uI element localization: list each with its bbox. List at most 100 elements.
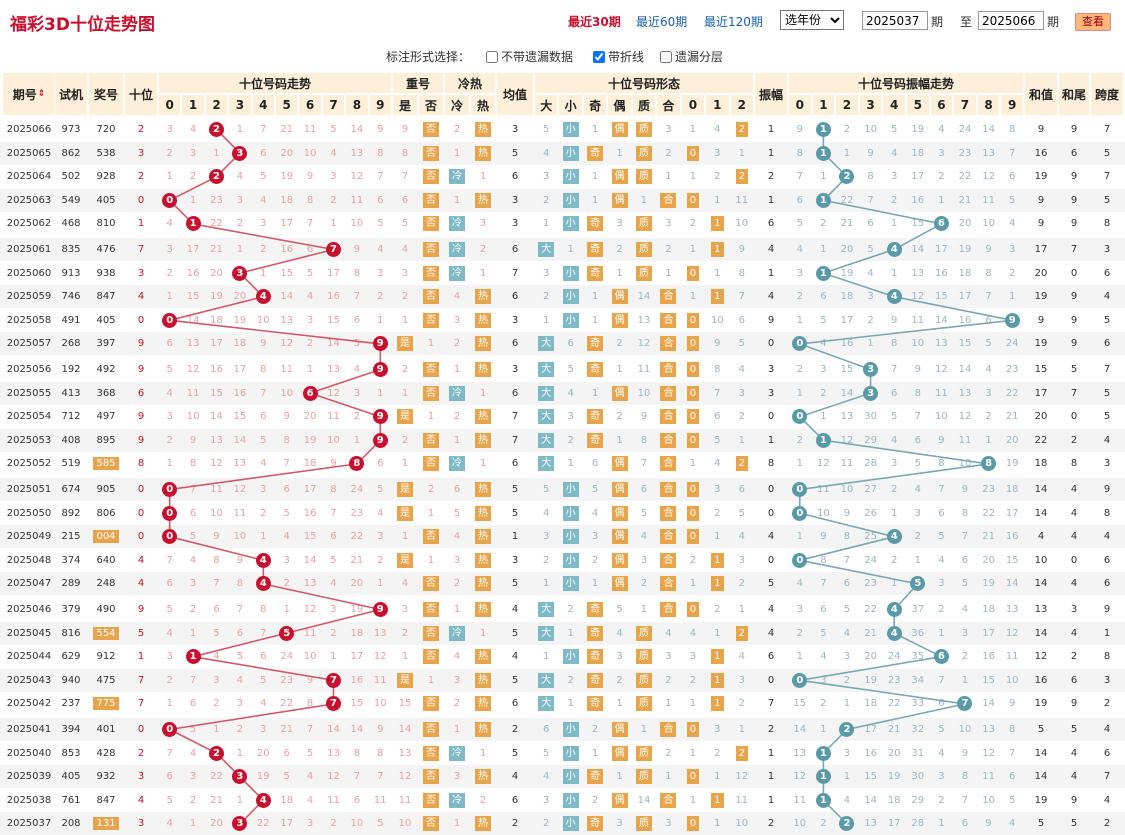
repeat-cell: 否 [418,118,444,141]
form-tag-cell: 合 [656,525,680,548]
repeat-cell-omit: 1 [401,314,409,326]
trend-cell-omit: 7 [260,124,267,135]
avg-cell: 3 [511,124,519,135]
amp-cell: 1 [767,747,775,759]
trend-cell-omit: 5 [283,771,290,783]
trend-cell-omit: 3 [260,724,267,735]
form-cell-omit: 1 [689,291,697,303]
option-polyline[interactable]: 带折线 [593,48,644,65]
form-tag-cell: 偶 [607,118,631,141]
issue-cell: 2025058 [6,314,52,326]
period-30-link[interactable]: 最近30期 [568,15,621,29]
amp-cell-hit: 5 [906,572,930,595]
trend-cell-omit: 7 [306,724,314,735]
trend-cell-omit: 14 [303,554,317,566]
option-layered[interactable]: 遗漏分层 [660,48,723,65]
span-cell: 2 [1103,818,1111,830]
trend-cell-omit: 7 [353,771,361,783]
trend-cell-omit: 21 [280,124,294,135]
amp-cell: 3 [767,387,775,399]
from-issue-input[interactable] [862,11,928,30]
ten-cell: 9 [137,434,145,446]
header-issue[interactable]: 期号 ⇕ [2,72,56,116]
form-tag: 偶 [611,792,628,808]
trend-cell-omit: 10 [280,387,294,399]
amp-cell-omit: 1 [843,771,851,783]
trend-cell-omit: 3 [283,554,290,566]
option-polyline-checkbox[interactable] [593,50,605,63]
amp-cell-hit: 0 [788,549,812,572]
form-cell-omit: 6 [640,484,648,495]
form-cell-omit: 1 [665,771,672,783]
test-cell: 862 [61,147,81,159]
period-120-link[interactable]: 最近120期 [704,15,763,29]
trend-cell-omit: 8 [306,194,314,206]
header-amptrend-sub-7: 7 [953,94,977,116]
amp-cell: 4 [767,291,775,303]
hot-cell: 热 [470,692,496,715]
option-no-omission-checkbox[interactable] [486,50,498,63]
amp-cell-omit: 10 [982,218,995,230]
coldhot-cell-omit: 3 [453,554,461,566]
trend-cell-omit: 5 [377,818,384,830]
amp-ball: 1 [815,192,831,208]
form-cell-omit: 1 [543,578,550,590]
size-tag-cell: 小 [558,502,582,525]
tail-cell: 5 [1070,364,1078,375]
to-issue-input[interactable] [978,11,1044,30]
prize-number: 585 [93,457,119,471]
form-tag: 合 [660,289,677,305]
year-select[interactable]: 选年份 [780,10,844,30]
form-cell-omit: 7 [714,387,721,399]
test-cell: 408 [61,434,81,446]
form-cell-omit: 9 [738,244,745,255]
form-tag: 偶 [611,505,628,521]
prize-cell: 131 [88,812,124,835]
span-cell: 6 [1103,747,1111,759]
sum-cell: 14 [1034,627,1048,639]
amp-cell-omit: 14 [935,314,948,326]
form-tag: 偶 [611,576,628,592]
sort-icon[interactable]: ⇕ [37,89,46,99]
trend-cell-omit: 9 [283,411,290,423]
trend-cell-omit: 13 [327,364,340,375]
amp-cell-omit: 1 [891,267,898,279]
amp-cell-omit: 23 [1005,364,1019,375]
period-60-link[interactable]: 最近60期 [636,15,688,29]
amp-cell-omit: 4 [796,244,803,255]
form-cell-omit: 4 [543,771,550,783]
option-layered-checkbox[interactable] [660,50,672,63]
trend-cell-hit: 2 [205,742,228,765]
amp-cell-omit: 17 [982,627,995,639]
form-tag-cell: 合 [656,332,680,355]
form-tag-cell: 合 [656,189,680,212]
amp-cell-hit: 9 [1000,309,1024,332]
option-no-omission[interactable]: 不带遗漏数据 [486,48,573,65]
coldhot-cell-omit: 4 [453,291,461,303]
amp-ball: 0 [792,672,808,688]
trend-cell-omit: 14 [350,724,364,735]
hot-cell: 热 [470,429,496,452]
trend-cell-omit: 8 [306,698,314,710]
form-cell-omit: 3 [714,147,721,159]
form-cell-omit: 1 [616,434,623,446]
trend-cell-hit: 3 [228,142,251,165]
form-tag-cell: 合 [656,598,680,621]
trend-cell-omit: 15 [210,387,223,399]
form-cell-omit: 12 [735,771,749,783]
form-cell-omit: 1 [591,747,599,759]
amp-cell-omit: 15 [935,291,948,303]
ten-cell: 4 [137,291,145,303]
amp-cell-omit: 2 [914,531,921,543]
view-button[interactable]: 查看 [1075,13,1111,31]
mod3-tag-cell: 1 [705,549,729,572]
form-tag-cell: 偶 [607,572,631,595]
form-tag-cell: 合 [656,478,680,501]
form-tag-cell: 质 [632,622,656,645]
form-tag: 偶 [611,456,628,472]
trend-cell-omit: 9 [306,674,314,686]
repeat-cell-omit: 8 [401,147,409,159]
avg-cell: 2 [511,818,519,830]
trend-cell-omit: 20 [210,267,223,279]
trend-cell-omit: 1 [236,244,244,255]
